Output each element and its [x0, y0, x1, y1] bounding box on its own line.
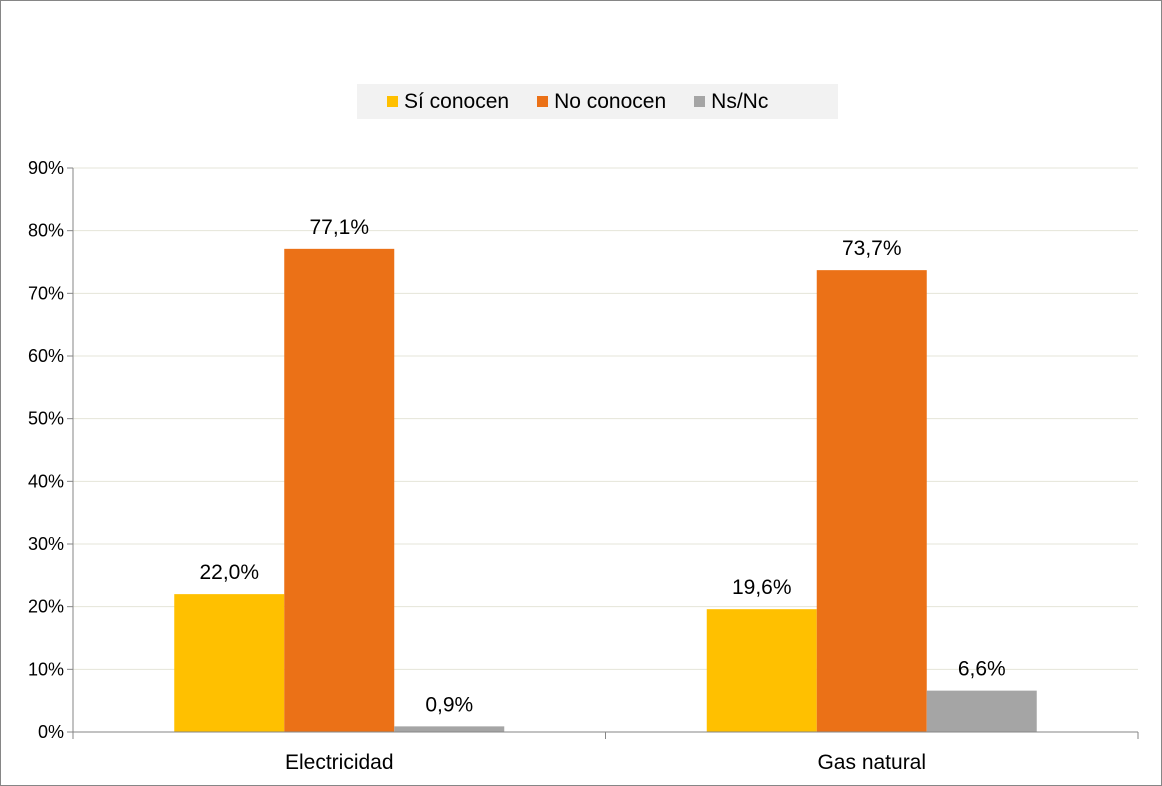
data-label: 19,6%	[732, 576, 792, 599]
y-tick-label: 60%	[28, 346, 64, 366]
y-tick-label: 50%	[28, 409, 64, 429]
data-label: 22,0%	[199, 561, 259, 584]
y-tick-label: 30%	[28, 534, 64, 554]
y-tick-label: 20%	[28, 597, 64, 617]
legend-item-ns-nc: Ns/Nc	[694, 90, 768, 114]
y-tick-label: 40%	[28, 471, 64, 491]
gridlines	[73, 167, 1138, 670]
legend-label-no-conocen: No conocen	[554, 89, 667, 113]
legend-item-no-conocen: No conocen	[537, 90, 666, 114]
bar	[816, 270, 927, 732]
data-label: 0,9%	[425, 693, 473, 716]
bar	[174, 594, 285, 732]
data-label: 6,6%	[958, 658, 1006, 681]
y-tick-label: 80%	[28, 221, 64, 241]
bar	[706, 609, 817, 732]
bar	[926, 690, 1037, 732]
y-tick-label: 90%	[28, 158, 64, 178]
x-category-label: Gas natural	[817, 751, 926, 774]
bar	[394, 726, 505, 732]
y-tick-label: 0%	[38, 722, 64, 742]
legend-swatch-no-conocen	[537, 96, 549, 107]
legend-swatch-ns-nc	[694, 96, 706, 107]
legend: Sí conocen No conocen Ns/Nc	[357, 84, 838, 119]
data-label: 73,7%	[842, 237, 902, 260]
legend-label-si-conocen: Sí conocen	[404, 89, 510, 113]
legend-swatch-si-conocen	[387, 96, 398, 107]
bar	[284, 248, 395, 732]
bars	[174, 248, 1037, 732]
legend-label-ns-nc: Ns/Nc	[711, 89, 769, 113]
y-tick-label: 10%	[28, 659, 64, 679]
data-labels: 22,0% 77,1% 0,9% 19,6% 73,7% 6,6%	[199, 216, 1005, 717]
legend-item-si-conocen: Sí conocen	[387, 90, 509, 114]
x-category-label: Electricidad	[285, 751, 394, 774]
axes: 0% 10% 20% 30% 40% 50% 60% 70% 80% 90% Electricida…	[28, 158, 1139, 774]
data-label: 77,1%	[309, 216, 369, 239]
y-tick-label: 70%	[28, 283, 64, 303]
